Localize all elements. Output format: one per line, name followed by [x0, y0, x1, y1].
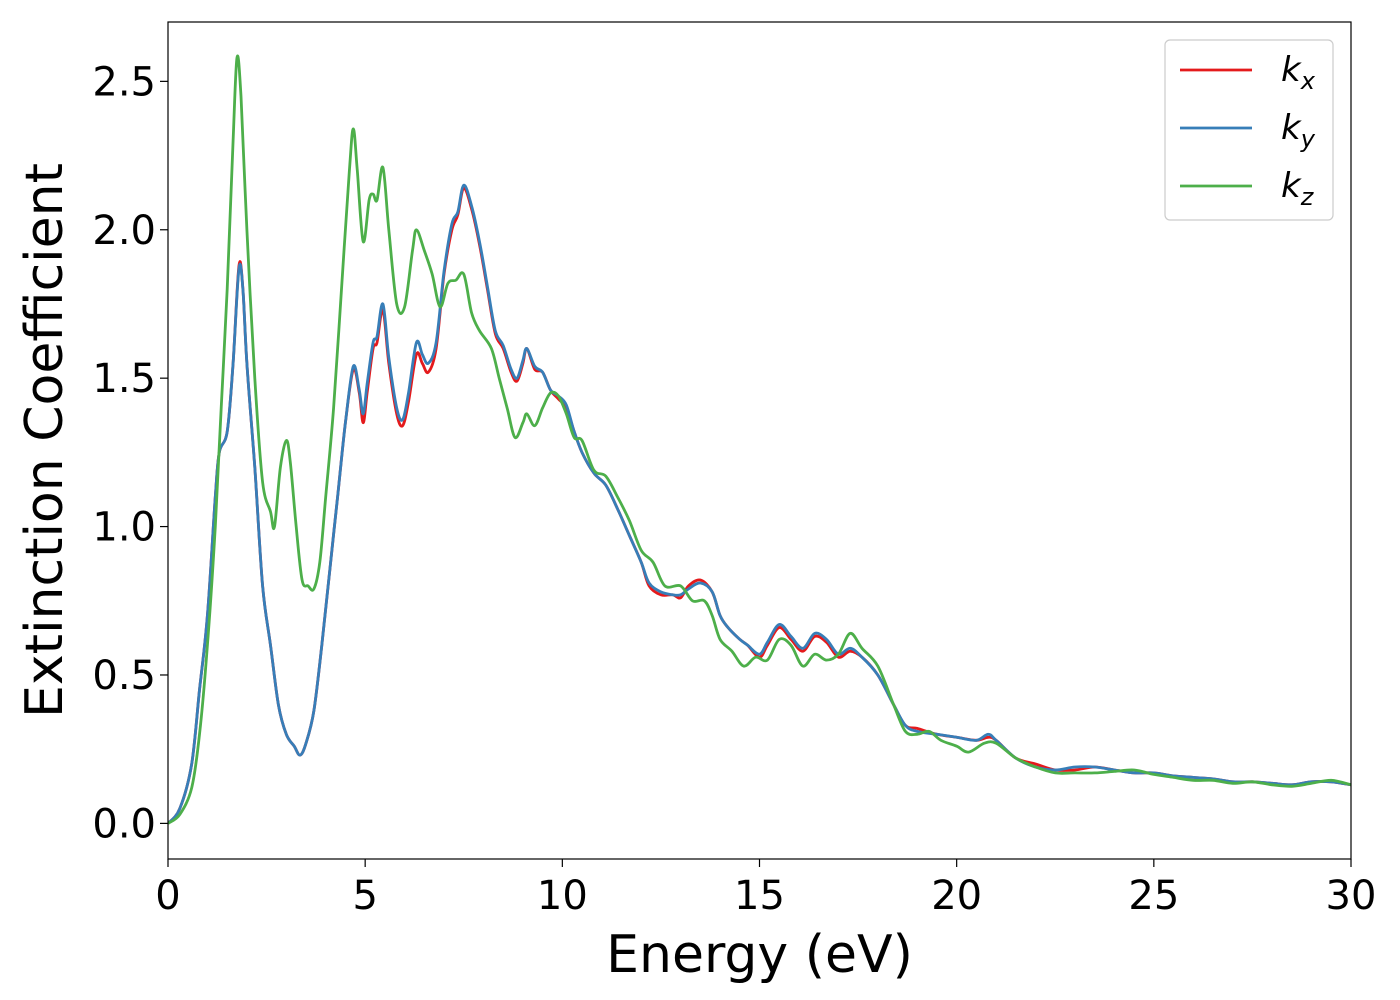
- x-tick-label: 20: [931, 873, 982, 919]
- y-tick-label: 1.5: [92, 356, 156, 402]
- x-tick-label: 10: [537, 873, 588, 919]
- legend-entry: kx: [1281, 50, 1316, 95]
- series-layer: [168, 54, 1351, 825]
- y-axis: 0.0 0.5 1.0 1.5 2.0 2.5: [92, 59, 168, 847]
- x-tick-label: 0: [155, 873, 180, 919]
- legend: kx ky kz: [1164, 39, 1334, 221]
- y-tick-label: 0.0: [92, 801, 156, 847]
- x-tick-label: 15: [734, 873, 785, 919]
- y-tick-label: 2.0: [92, 208, 156, 254]
- y-tick-label: 2.5: [92, 59, 156, 105]
- series-line-k-y: [168, 183, 1351, 825]
- x-tick-label: 5: [352, 873, 377, 919]
- x-axis-label: Energy (eV): [606, 925, 913, 985]
- legend-entry: ky: [1281, 108, 1316, 153]
- y-tick-label: 0.5: [92, 653, 156, 699]
- legend-entry: kz: [1281, 166, 1315, 211]
- y-axis-label: Extinction Coefficient: [15, 163, 75, 718]
- y-tick-label: 1.0: [92, 505, 156, 551]
- series-line-k-z: [168, 54, 1351, 825]
- x-axis: 0 5 10 15 20 25 30: [155, 859, 1376, 919]
- x-tick-label: 30: [1326, 873, 1377, 919]
- legend-box: [1164, 39, 1334, 221]
- x-tick-label: 25: [1128, 873, 1179, 919]
